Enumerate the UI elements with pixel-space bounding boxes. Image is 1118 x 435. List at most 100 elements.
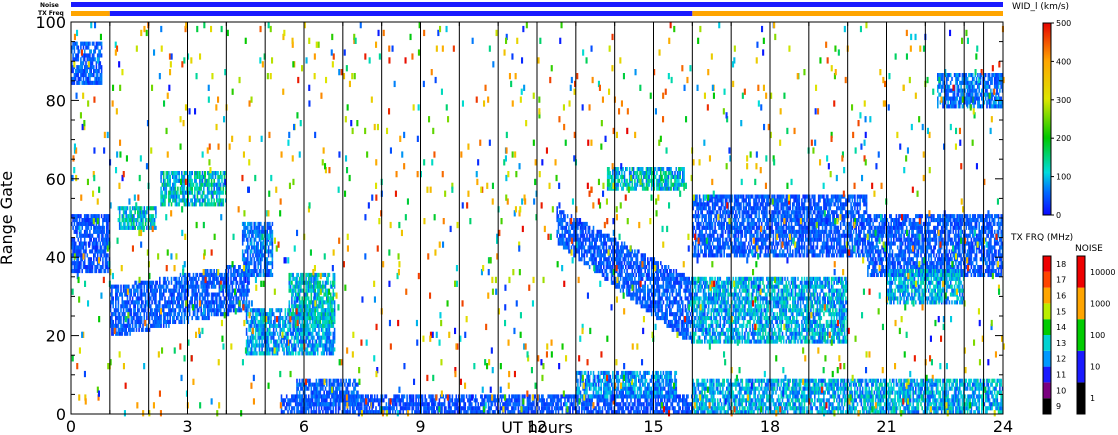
- cell-region-6: [326, 335, 328, 340]
- cell-region-1: [99, 73, 102, 78]
- cell-region-8: [297, 410, 300, 415]
- cell-region-6: [309, 331, 311, 336]
- cell-region-2: [230, 269, 232, 274]
- cell-region-6: [331, 339, 333, 344]
- cell-region-8: [500, 394, 503, 399]
- cell-region-10: [562, 218, 565, 223]
- cell-region-9: [346, 386, 349, 391]
- cell-region-8: [423, 406, 425, 411]
- cell-region-8: [481, 402, 483, 407]
- cell-region-6: [269, 347, 271, 352]
- cell-region-1: [77, 65, 80, 70]
- cell-region-4: [192, 194, 195, 199]
- cell-region-2: [210, 292, 213, 297]
- cell-region-8: [517, 410, 520, 415]
- cell-region-2: [134, 319, 136, 325]
- cell-region-8: [665, 402, 667, 407]
- cell-region-2: [219, 304, 222, 309]
- cell-region-4: [195, 186, 197, 191]
- cell-region-6: [266, 327, 269, 332]
- cell-region-0: [78, 218, 81, 223]
- cell-region-7: [298, 280, 301, 285]
- cell-region-6: [297, 331, 300, 336]
- cell-region-1: [95, 65, 98, 70]
- cell-region-10: [586, 233, 588, 238]
- cell-region-10: [619, 261, 622, 266]
- cell-region-2: [191, 300, 193, 305]
- cell-region-2: [135, 296, 138, 301]
- cell-region-2: [174, 280, 177, 285]
- cell-region-9: [300, 394, 302, 399]
- cell-region-0: [87, 257, 90, 262]
- cell-region-6: [274, 343, 276, 348]
- cell-region-4: [177, 190, 179, 195]
- cell-region-0: [74, 218, 77, 223]
- cell-region-3: [243, 261, 245, 266]
- cell-region-8: [626, 406, 628, 411]
- cell-region-8: [531, 410, 534, 415]
- cell-region-8: [472, 406, 474, 411]
- cell-region-2: [195, 272, 197, 278]
- cell-region-8: [417, 402, 420, 407]
- cell-region-3: [245, 261, 248, 266]
- cell-region-6: [304, 331, 306, 336]
- cell-region-10: [618, 284, 621, 289]
- cell-region-2: [133, 304, 135, 309]
- cell-region-1: [86, 53, 89, 58]
- cell-region-8: [596, 402, 599, 407]
- cell-region-0: [83, 214, 86, 219]
- cell-region-8: [537, 402, 539, 407]
- cell-region-4: [194, 190, 196, 195]
- cell-region-8: [342, 406, 345, 411]
- cell-region-10: [581, 257, 583, 262]
- cell-region-4: [175, 190, 178, 195]
- cell-region-3: [248, 272, 250, 278]
- cell-region-2: [117, 288, 120, 293]
- cell-region-5: [144, 221, 147, 227]
- cell-region-7: [313, 316, 315, 321]
- cell-region-8: [679, 398, 681, 403]
- cell-region-6: [327, 327, 329, 332]
- cell-region-8: [590, 402, 592, 407]
- cell-region-6: [313, 327, 315, 332]
- cell-region-8: [450, 406, 452, 411]
- cell-region-0: [80, 265, 82, 270]
- cell-region-7: [314, 308, 316, 313]
- cell-region-9: [331, 402, 333, 407]
- cell-region-9: [318, 378, 320, 383]
- cell-region-6: [257, 327, 259, 332]
- cell-region-1: [77, 45, 80, 50]
- cell-region-8: [688, 406, 690, 411]
- cell-region-9: [307, 386, 310, 391]
- cell-region-6: [258, 343, 261, 348]
- cell-region-4: [164, 194, 166, 199]
- cell-region-10: [612, 245, 614, 250]
- cell-region-2: [173, 296, 175, 301]
- cell-region-8: [450, 410, 452, 415]
- cell-region-0: [85, 269, 87, 274]
- cell-region-4: [196, 182, 199, 187]
- cell-region-6: [257, 308, 259, 313]
- cell-region-1: [90, 65, 92, 70]
- cell-region-8: [324, 406, 327, 411]
- cell-region-6: [265, 323, 267, 328]
- cell-region-3: [248, 229, 250, 234]
- cell-region-2: [112, 312, 114, 317]
- cell-region-2: [205, 284, 208, 289]
- cell-region-6: [275, 327, 278, 332]
- cell-region-7: [329, 300, 332, 305]
- cell-region-8: [663, 394, 666, 399]
- cell-region-8: [572, 394, 574, 399]
- cell-region-6: [267, 316, 270, 321]
- cell-region-8: [467, 398, 469, 403]
- cell-region-7: [300, 308, 302, 313]
- cell-region-7: [313, 323, 315, 328]
- cell-region-3: [266, 272, 269, 278]
- cell-region-10: [622, 276, 624, 281]
- cell-region-2: [116, 296, 118, 301]
- cell-region-3: [270, 233, 272, 238]
- cell-region-9: [355, 394, 358, 399]
- cell-region-2: [143, 312, 146, 317]
- cell-region-2: [122, 304, 125, 309]
- cell-region-0: [85, 229, 87, 234]
